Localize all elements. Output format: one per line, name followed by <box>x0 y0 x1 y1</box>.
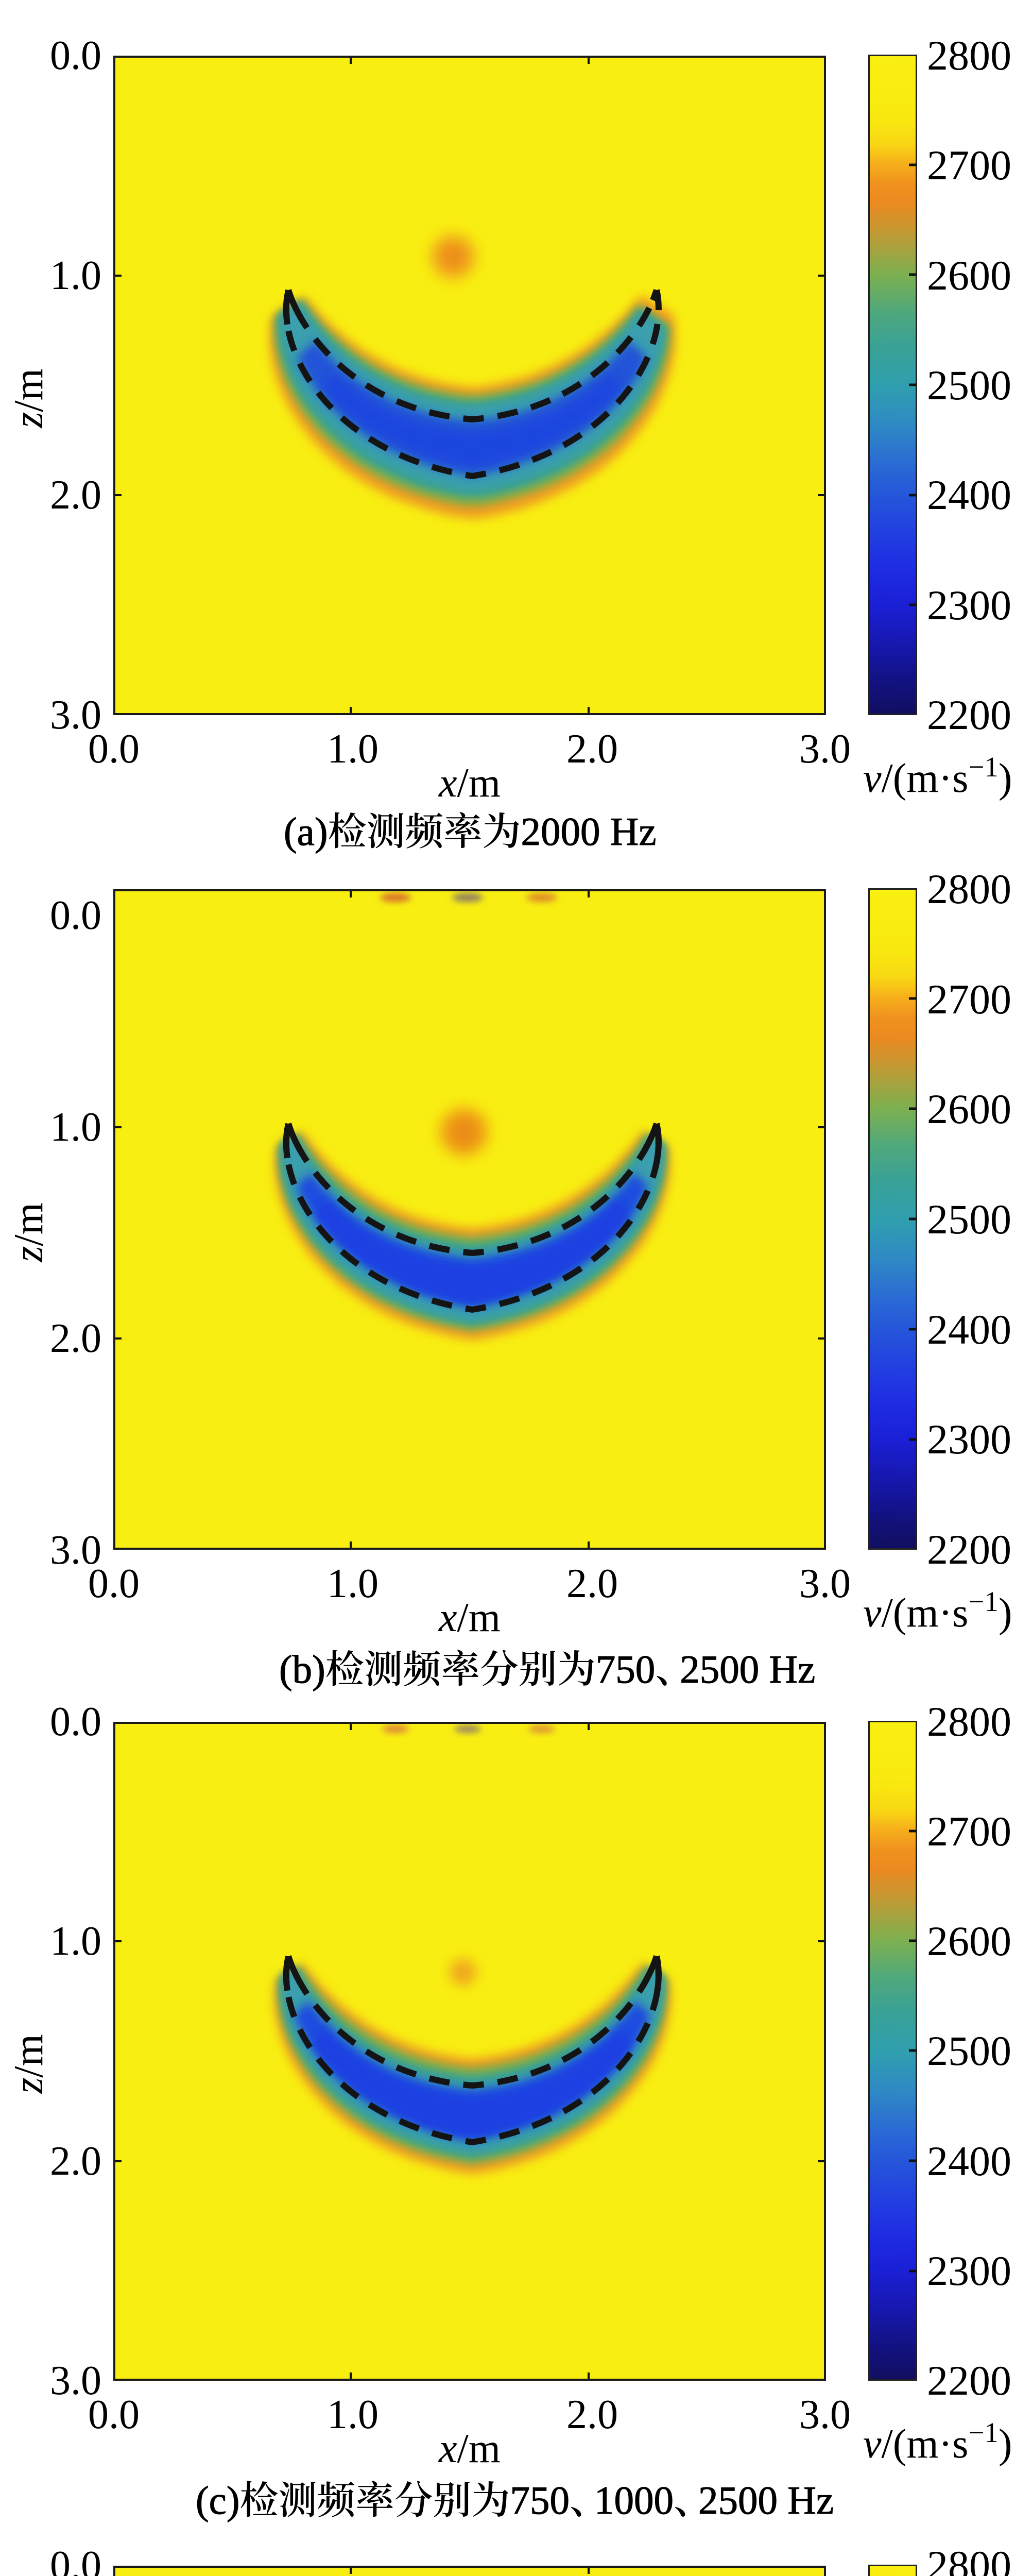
svg-text:750: 750 <box>596 1647 656 1691</box>
svg-text:2500 Hz: 2500 Hz <box>698 2478 834 2522</box>
svg-text:(b): (b) <box>279 1647 325 1691</box>
svg-text:750: 750 <box>510 2478 570 2522</box>
svg-text:2000 Hz: 2000 Hz <box>521 809 657 854</box>
svg-text:1000: 1000 <box>594 2478 674 2522</box>
svg-text:(a): (a) <box>284 809 328 854</box>
svg-text:2500 Hz: 2500 Hz <box>680 1647 815 1691</box>
svg-text:(c): (c) <box>196 2478 239 2522</box>
